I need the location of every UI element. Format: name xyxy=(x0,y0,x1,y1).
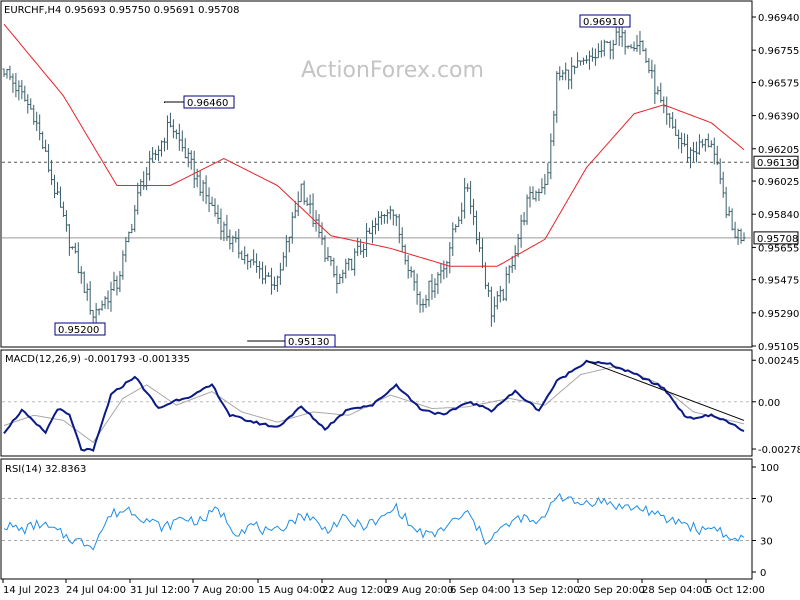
rsi-panel-frame xyxy=(0,458,753,580)
time-tick-label: 13 Sep 12:00 xyxy=(513,585,580,596)
time-tick-label: 20 Sep 20:00 xyxy=(578,585,645,596)
price-tick-label: 0.96575 xyxy=(758,78,799,89)
price-tick-label: 0.95655 xyxy=(758,243,799,254)
time-tick-label: 28 Sep 04:00 xyxy=(642,585,709,596)
price-tick-label: 0.96025 xyxy=(758,177,799,188)
rsi-layer xyxy=(2,492,752,551)
symbol-header: EURCHF,H4 0.95693 0.95750 0.95691 0.9570… xyxy=(4,5,240,16)
swing-label-box xyxy=(183,95,235,109)
moving-average-line xyxy=(3,23,745,267)
price-tick-label: 0.95290 xyxy=(758,309,799,320)
swing-label: 0.96910 xyxy=(583,17,624,28)
swing-label-box xyxy=(54,322,106,336)
price-axis: 0.96940 0.96755 0.96575 0.96390 0.96205 0.960… xyxy=(752,13,799,353)
macd-trendline xyxy=(586,360,745,421)
time-tick-label: 5 Oct 12:00 xyxy=(706,585,765,596)
rsi-tick-label: 70 xyxy=(760,495,773,506)
rsi-line xyxy=(3,492,745,551)
price-tick-label: 0.96755 xyxy=(758,46,799,57)
macd-panel-frame xyxy=(0,349,753,457)
price-level-box xyxy=(753,231,799,245)
time-axis: 14 Jul 2023 24 Jul 04:00 31 Jul 12:00 7 Aug… xyxy=(2,579,765,596)
price-layer xyxy=(2,23,752,327)
price-level-label: 0.96130 xyxy=(757,158,798,169)
price-level-label: 0.95708 xyxy=(757,234,798,245)
macd-line xyxy=(3,359,745,452)
macd-axis: 0.00245 0.00 -0.002789 xyxy=(752,356,800,456)
price-tick-label: 0.95105 xyxy=(758,342,799,353)
macd-tick-label: 0.00 xyxy=(758,398,780,409)
price-panel-frame xyxy=(0,0,753,348)
price-tick-label: 0.96390 xyxy=(758,112,799,123)
time-tick-label: 6 Sep 04:00 xyxy=(450,585,510,596)
swing-label: 0.95130 xyxy=(288,337,329,348)
rsi-tick-label: 0 xyxy=(760,568,766,579)
macd-tick-label: 0.00245 xyxy=(758,356,799,367)
time-tick-label: 24 Jul 04:00 xyxy=(66,585,126,596)
time-tick-label: 14 Jul 2023 xyxy=(3,585,60,596)
swing-label: 0.96460 xyxy=(187,98,228,109)
price-tick-label: 0.95475 xyxy=(758,276,799,287)
price-tick-label: 0.96940 xyxy=(758,13,799,24)
rsi-tick-label: 30 xyxy=(760,537,773,548)
swing-label-box xyxy=(284,334,336,348)
macd-tick-label: -0.002789 xyxy=(758,445,800,456)
swing-label-box xyxy=(579,14,631,28)
swing-label: 0.95200 xyxy=(58,325,99,336)
rsi-title: RSI(14) 32.8363 xyxy=(5,464,86,475)
price-tick-label: 0.95840 xyxy=(758,210,799,221)
time-tick-label: 7 Aug 20:00 xyxy=(193,585,254,596)
price-tick-label: 0.96205 xyxy=(758,145,799,156)
price-annotations: 0.96910 0.96460 0.95200 0.95130 xyxy=(54,14,631,348)
time-tick-label: 29 Aug 20:00 xyxy=(386,585,453,596)
time-tick-label: 31 Jul 12:00 xyxy=(130,585,190,596)
time-tick-label: 15 Aug 04:00 xyxy=(258,585,325,596)
price-level-box xyxy=(753,155,799,169)
rsi-tick-label: 100 xyxy=(760,463,779,474)
time-tick-label: 22 Aug 12:00 xyxy=(322,585,389,596)
watermark: ActionForex.com xyxy=(301,58,484,83)
macd-title: MACD(12,26,9) -0.001793 -0.001335 xyxy=(5,354,190,365)
macd-layer xyxy=(2,359,752,452)
rsi-axis: 100 70 30 0 xyxy=(752,463,779,579)
